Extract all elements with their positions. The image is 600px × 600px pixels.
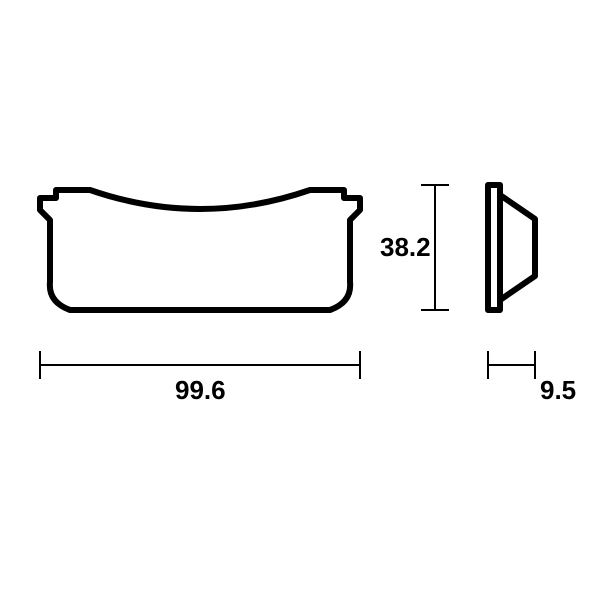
width-dimension-label: 99.6 bbox=[175, 375, 226, 406]
dimension-lines bbox=[0, 0, 600, 600]
diagram-canvas: 38.2 99.6 9.5 bbox=[0, 0, 600, 600]
thickness-dimension-label: 9.5 bbox=[540, 375, 576, 406]
height-dimension-label: 38.2 bbox=[380, 232, 431, 263]
